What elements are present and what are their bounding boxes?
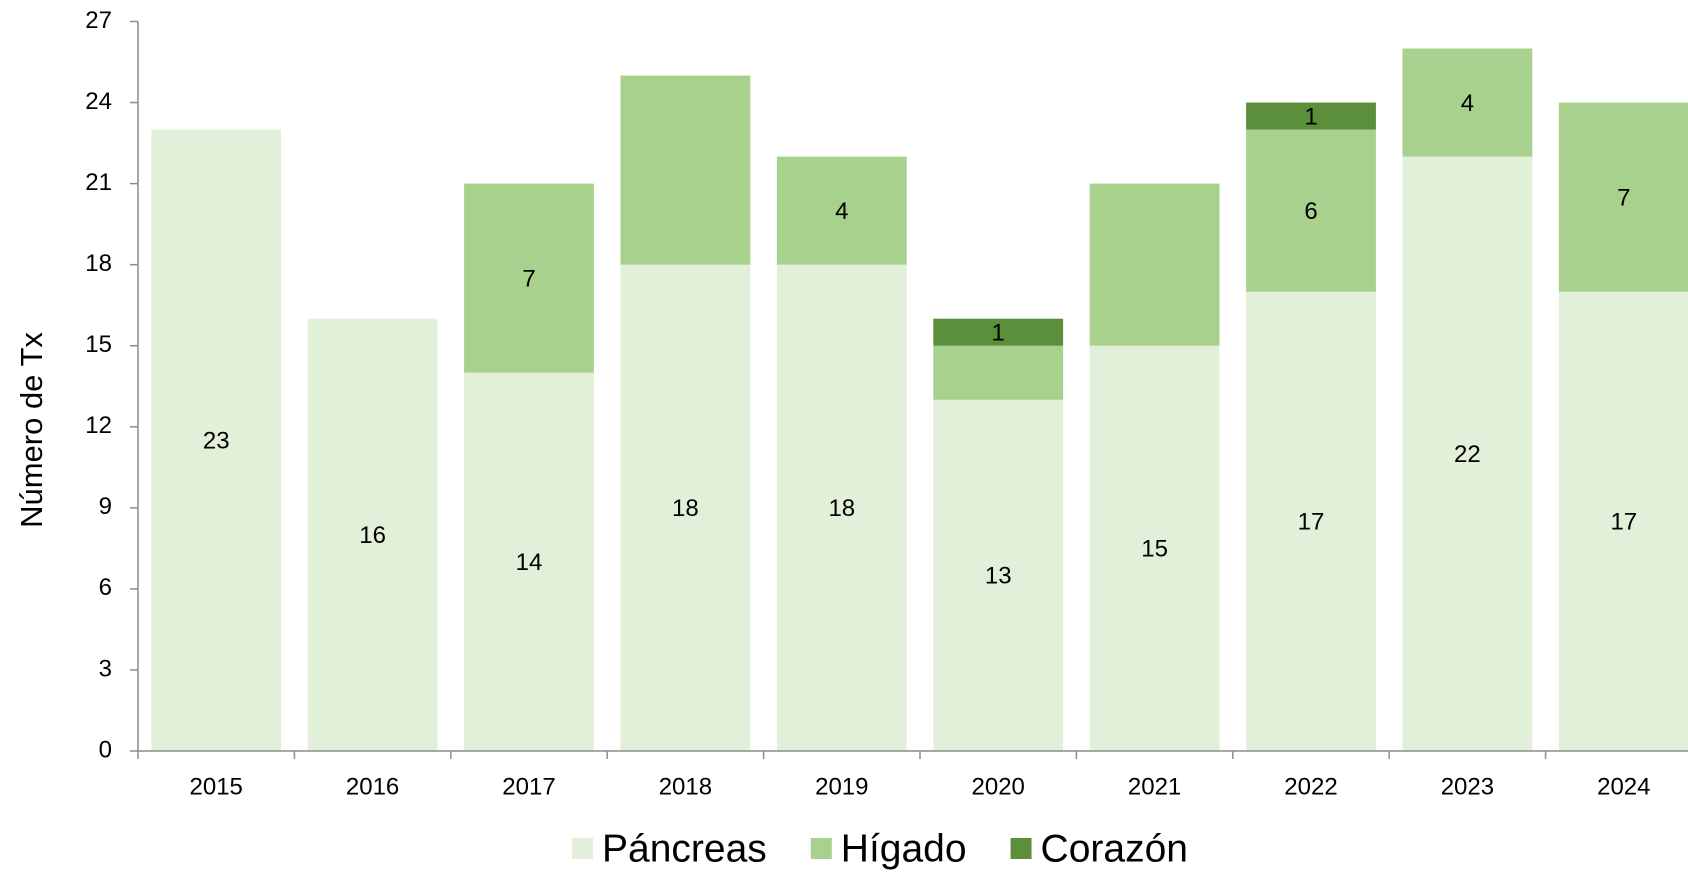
data-label: 18 <box>828 495 855 522</box>
data-label: 7 <box>522 266 535 293</box>
y-tick-label: 9 <box>99 493 112 520</box>
x-tick-label: 2015 <box>190 773 243 800</box>
x-tick-label: 2016 <box>346 773 399 800</box>
y-tick-label: 12 <box>85 412 112 439</box>
data-label: 7 <box>1617 184 1630 211</box>
bars <box>151 49 1688 751</box>
data-label: 16 <box>359 522 386 549</box>
y-tick-label: 15 <box>85 331 112 358</box>
y-tick-label: 27 <box>85 7 112 34</box>
data-label: 17 <box>1298 509 1325 536</box>
data-label: 6 <box>1304 198 1317 225</box>
x-tick-label: 2018 <box>659 773 712 800</box>
legend-label: Corazón <box>1041 827 1188 870</box>
legend-swatch <box>1011 838 1032 859</box>
legend-label: Hígado <box>841 827 967 870</box>
legend-swatch <box>811 838 832 859</box>
data-label: 15 <box>1141 536 1168 563</box>
y-tick-label: 0 <box>99 736 112 763</box>
legend: Páncreas Hígado Corazón <box>572 827 1188 870</box>
data-label: 18 <box>672 495 699 522</box>
legend-swatch <box>572 838 593 859</box>
x-tick-label: 2021 <box>1128 773 1181 800</box>
y-tick-label: 3 <box>99 655 112 682</box>
data-label: 22 <box>1454 441 1481 468</box>
y-tick-label: 18 <box>85 250 112 277</box>
y-tick-label: 21 <box>85 169 112 196</box>
data-label: 14 <box>516 549 543 576</box>
legend-label: Páncreas <box>602 827 767 870</box>
data-label: 4 <box>835 198 848 225</box>
data-label: 4 <box>1461 90 1474 117</box>
x-tick-label: 2020 <box>972 773 1025 800</box>
data-label: 17 <box>1610 509 1637 536</box>
y-tick-label: 24 <box>85 88 112 115</box>
x-tick-label: 2024 <box>1597 773 1650 800</box>
data-label: 1 <box>992 320 1005 347</box>
bar-segment <box>620 76 750 265</box>
chart: Número de Tx 231614181813151722177464711… <box>0 0 1688 874</box>
y-axis-title: Número de Tx <box>14 332 49 528</box>
data-label: 13 <box>985 563 1012 590</box>
bar-segment <box>933 346 1063 400</box>
x-tick-label: 2022 <box>1284 773 1337 800</box>
x-tick-label: 2017 <box>502 773 555 800</box>
y-tick-label: 6 <box>99 574 112 601</box>
x-tick-label: 2019 <box>815 773 868 800</box>
data-label: 23 <box>203 428 230 455</box>
data-label: 1 <box>1304 103 1317 130</box>
bar-segment <box>1090 184 1220 346</box>
x-tick-label: 2023 <box>1441 773 1494 800</box>
